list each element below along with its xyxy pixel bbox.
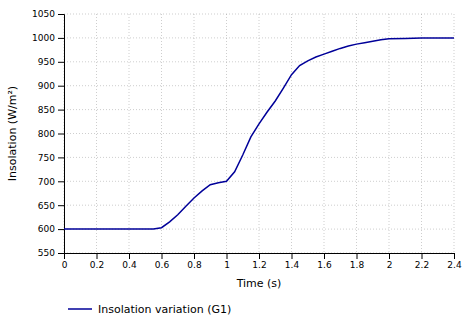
tick-label: 600: [38, 224, 55, 234]
tick-mark: [58, 205, 64, 206]
tick-label: 750: [38, 153, 55, 163]
tick: 2: [387, 253, 393, 270]
tick-mark: [58, 157, 64, 158]
grid-line: [64, 205, 454, 206]
tick: 550: [38, 248, 64, 258]
tick: 1: [224, 253, 230, 270]
grid-line: [291, 14, 292, 253]
tick-label: 850: [38, 105, 55, 115]
tick: 700: [38, 177, 64, 187]
tick: 1.6: [317, 253, 332, 270]
tick: 800: [38, 129, 64, 139]
tick-mark: [357, 253, 358, 259]
tick-mark: [97, 253, 98, 259]
tick-mark: [389, 253, 390, 259]
tick-label: 800: [38, 129, 55, 139]
tick-mark: [454, 253, 455, 259]
tick-mark: [227, 253, 228, 259]
tick: 850: [38, 105, 64, 115]
x-axis: 0 0.2 0.4 0.6 0.8 1 1.2 1.4 1.6 1.8 2 2.2 2.4: [62, 253, 462, 270]
tick-mark: [58, 62, 64, 63]
tick-label: 0.8: [187, 260, 202, 270]
tick-label: 1.6: [317, 260, 332, 270]
tick-label: 2.2: [415, 260, 429, 270]
tick-label: 700: [38, 177, 55, 187]
tick: 650: [38, 201, 64, 211]
tick-label: 950: [38, 57, 55, 67]
tick-label: 1000: [32, 33, 55, 43]
tick-label: 650: [38, 201, 55, 211]
tick-mark: [259, 253, 260, 259]
tick-label: 0.2: [90, 260, 104, 270]
axis-line: [65, 254, 455, 260]
tick-mark: [292, 253, 293, 259]
tick: 750: [38, 153, 64, 163]
tick-label: 1: [224, 260, 230, 270]
tick-label: 900: [38, 81, 55, 91]
plot-area: [64, 38, 454, 229]
tick-mark: [58, 253, 64, 254]
tick: 0.2: [90, 253, 104, 270]
grid-line: [64, 85, 454, 86]
tick-mark: [58, 14, 64, 15]
grid-line: [64, 14, 454, 15]
tick-mark: [58, 38, 64, 39]
grid-line: [64, 181, 454, 182]
tick-mark: [194, 253, 195, 259]
tick-label: 0.4: [122, 260, 137, 270]
tick: 1.2: [252, 253, 266, 270]
tick-mark: [58, 86, 64, 87]
tick-label: 1.8: [350, 260, 365, 270]
y-axis: 550 600 650 700 750 800 850 900 950 1000 1050: [32, 9, 64, 258]
tick-mark: [58, 181, 64, 182]
grid: [64, 14, 454, 253]
tick-mark: [324, 253, 325, 259]
axis-line: [58, 15, 65, 254]
tick: 0.8: [187, 253, 202, 270]
tick-label: 1050: [32, 9, 55, 19]
tick: 950: [38, 57, 64, 67]
grid-line: [356, 14, 357, 253]
tick-mark: [58, 134, 64, 135]
chart: 0 0.2 0.4 0.6 0.8 1 1.2 1.4 1.6 1.8 2 2.2 2.4 550 600 6…: [0, 0, 474, 333]
tick: 1.4: [285, 253, 300, 270]
tick: 2.2: [415, 253, 429, 270]
tick: 0: [62, 253, 68, 270]
tick-label: 1.2: [252, 260, 266, 270]
grid-line: [64, 157, 454, 158]
tick: 0.6: [155, 253, 170, 270]
grid-line: [161, 14, 162, 253]
grid-line: [64, 61, 454, 62]
tick: 1000: [32, 33, 64, 43]
tick-label: 1.4: [285, 260, 300, 270]
series-line: [64, 38, 454, 229]
legend-swatch: [68, 308, 92, 310]
tick-mark: [58, 110, 64, 111]
y-axis-title: Insolation (W/m²): [6, 86, 19, 181]
grid-line: [96, 14, 97, 253]
tick-label: 2.4: [447, 260, 462, 270]
tick-label: 0.6: [155, 260, 170, 270]
tick-label: 2: [387, 260, 393, 270]
tick-label: 0: [62, 260, 68, 270]
tick: 1050: [32, 9, 64, 19]
legend: Insolation variation (G1): [68, 303, 231, 316]
grid-line: [64, 133, 454, 134]
grid-line: [324, 14, 325, 253]
tick-label: 550: [38, 248, 55, 258]
tick: 2.4: [447, 253, 462, 270]
tick-mark: [422, 253, 423, 259]
tick: 1.8: [350, 253, 365, 270]
grid-line: [64, 109, 454, 110]
x-axis-title: Time (s): [236, 277, 282, 290]
legend-label: Insolation variation (G1): [98, 303, 231, 316]
tick: 900: [38, 81, 64, 91]
tick-mark: [129, 253, 130, 259]
grid-line: [129, 14, 130, 253]
tick-mark: [162, 253, 163, 259]
tick: 0.4: [122, 253, 137, 270]
tick-mark: [58, 229, 64, 230]
tick: 600: [38, 224, 64, 234]
